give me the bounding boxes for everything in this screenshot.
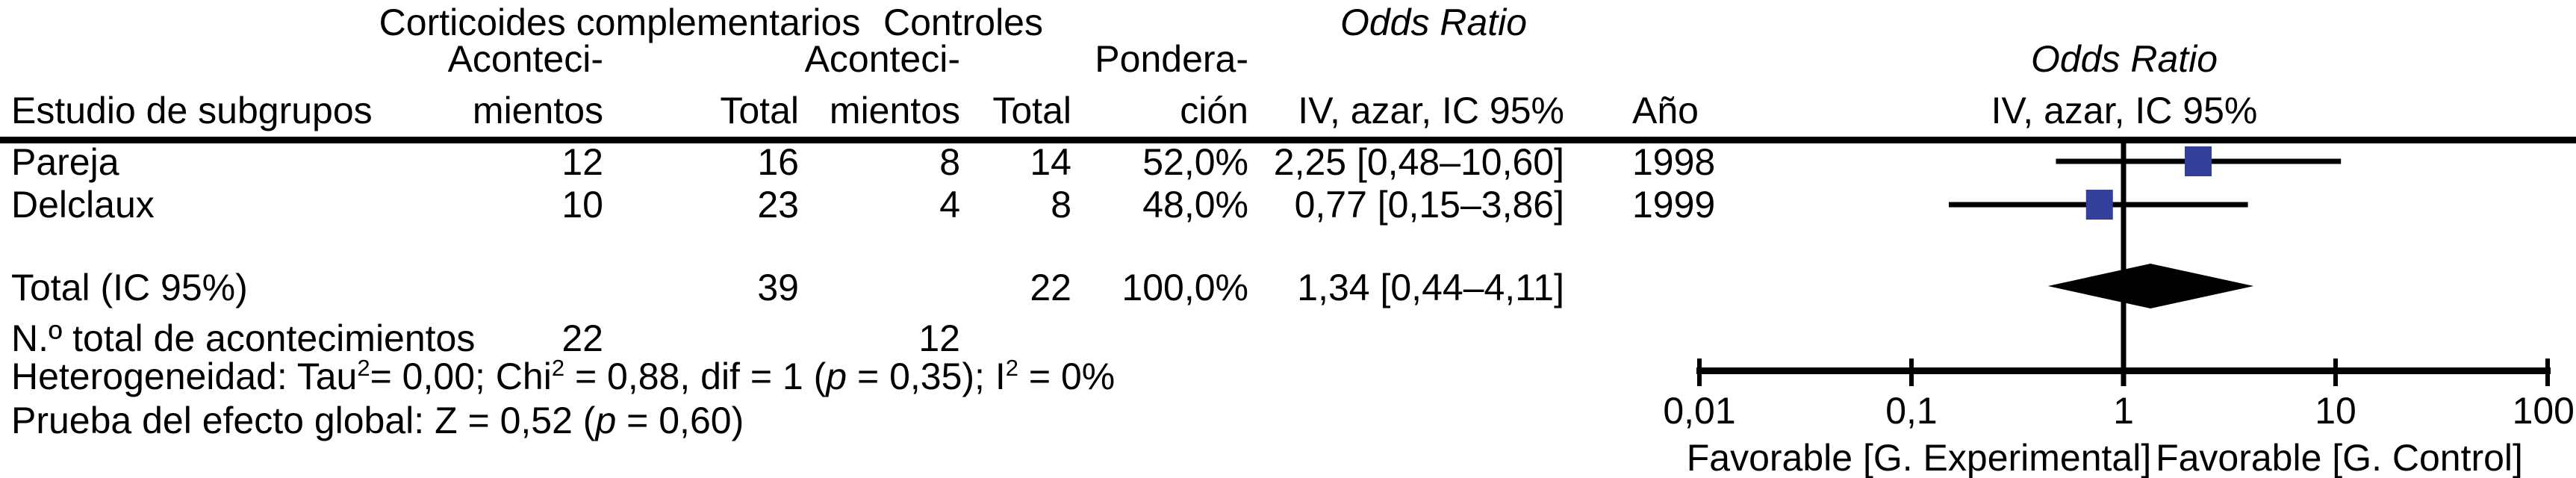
het-p-symbol: p: [826, 356, 847, 397]
axis-tick: [1909, 358, 1914, 386]
total-row-n-exp: 39: [757, 267, 799, 308]
axis-tick-label: 0,1: [1885, 390, 1938, 432]
odds-ratio-column-title: Odds Ratio: [1340, 1, 1528, 43]
weight-value: 52,0%: [1142, 141, 1248, 183]
test-text: Prueba del efecto global: Z = 0,52 (: [11, 400, 596, 441]
total-diamond: [2047, 264, 2254, 308]
or-ci-value: 0,77 [0,15–3,86]: [1294, 184, 1564, 226]
or-ci-value: 2,25 [0,48–10,60]: [1273, 141, 1564, 183]
het-sup: 2: [357, 355, 370, 381]
axis-tick: [1697, 358, 1702, 386]
total-header-ctrl: Total: [992, 90, 1071, 131]
year-value: 1999: [1632, 184, 1716, 226]
het-text: = 0,35); I: [847, 356, 1006, 397]
or-method-header: IV, azar, IC 95%: [1298, 90, 1564, 131]
heterogeneity-stats: Heterogeneidad: Tau2= 0,00; Chi2 = 0,88,…: [11, 355, 1116, 400]
het-text: = 0,88, dif = 1 (: [564, 356, 827, 397]
study-column-header: Estudio de subgrupos: [11, 90, 373, 131]
events-exp: 10: [561, 184, 603, 226]
het-text: = 0%: [1018, 356, 1116, 397]
weight-header-line1: Pondera-: [1095, 38, 1248, 80]
axis-tick-label: 0,01: [1663, 390, 1735, 432]
plot-method-header: IV, azar, IC 95%: [1991, 90, 2258, 131]
het-text: = 0,00; Chi: [370, 356, 552, 397]
total-exp: 23: [757, 184, 799, 226]
or-marker-pareja: [2185, 146, 2212, 176]
favors-control-label: Favorable [G. Control]: [2156, 437, 2523, 478]
axis-tick: [2121, 358, 2126, 386]
test-p-symbol: p: [595, 400, 617, 441]
total-ctrl: 8: [1051, 184, 1071, 226]
favors-experimental-label: Favorable [G. Experimental]: [1687, 437, 2152, 478]
study-name: Pareja: [11, 141, 119, 183]
study-name: Delclaux: [11, 184, 155, 226]
total-ctrl: 14: [1030, 141, 1071, 183]
het-text: Heterogeneidad: Tau: [11, 356, 358, 397]
events-total-ctrl: 12: [918, 317, 960, 359]
events-total-label: N.º total de acontecimientos: [11, 317, 476, 359]
events-ctrl: 8: [939, 141, 960, 183]
total-row-or-ci: 1,34 [0,44–4,11]: [1297, 267, 1564, 308]
het-sup: 2: [551, 355, 565, 381]
axis-tick-label: 100: [2513, 390, 2575, 432]
total-exp: 16: [757, 141, 799, 183]
axis-tick: [2333, 358, 2338, 386]
column-group-controls: Controles: [883, 1, 1043, 43]
het-sup: 2: [1005, 355, 1018, 381]
total-row-label: Total (IC 95%): [11, 267, 248, 308]
axis-tick-label: 10: [2315, 390, 2356, 432]
or-marker-delclaux: [2085, 190, 2113, 220]
header-rule: [0, 137, 2576, 143]
plot-title: Odds Ratio: [2030, 38, 2218, 80]
events-exp: 12: [561, 141, 603, 183]
events-header-line1-ctrl: Aconteci-: [804, 38, 960, 80]
weight-header-line2: ción: [1180, 90, 1248, 131]
total-row-n-ctrl: 22: [1030, 267, 1071, 308]
weight-value: 48,0%: [1142, 184, 1248, 226]
total-row-weight: 100,0%: [1121, 267, 1248, 308]
events-header-line2-exp: mientos: [472, 90, 603, 131]
test-text: = 0,60): [616, 400, 744, 441]
null-effect-line: [2121, 143, 2127, 386]
axis-tick: [2545, 358, 2550, 386]
total-header-exp: Total: [720, 90, 799, 131]
overall-effect-stats: Prueba del efecto global: Z = 0,52 (p = …: [11, 402, 744, 439]
column-group-experimental: Corticoides complementarios: [379, 1, 861, 43]
year-column-header: Año: [1632, 90, 1699, 131]
events-header-line1-exp: Aconteci-: [447, 38, 603, 80]
events-ctrl: 4: [939, 184, 960, 226]
year-value: 1998: [1632, 141, 1716, 183]
events-total-exp: 22: [561, 317, 603, 359]
axis-tick-label: 1: [2113, 390, 2134, 432]
events-header-line2-ctrl: mientos: [829, 90, 960, 131]
